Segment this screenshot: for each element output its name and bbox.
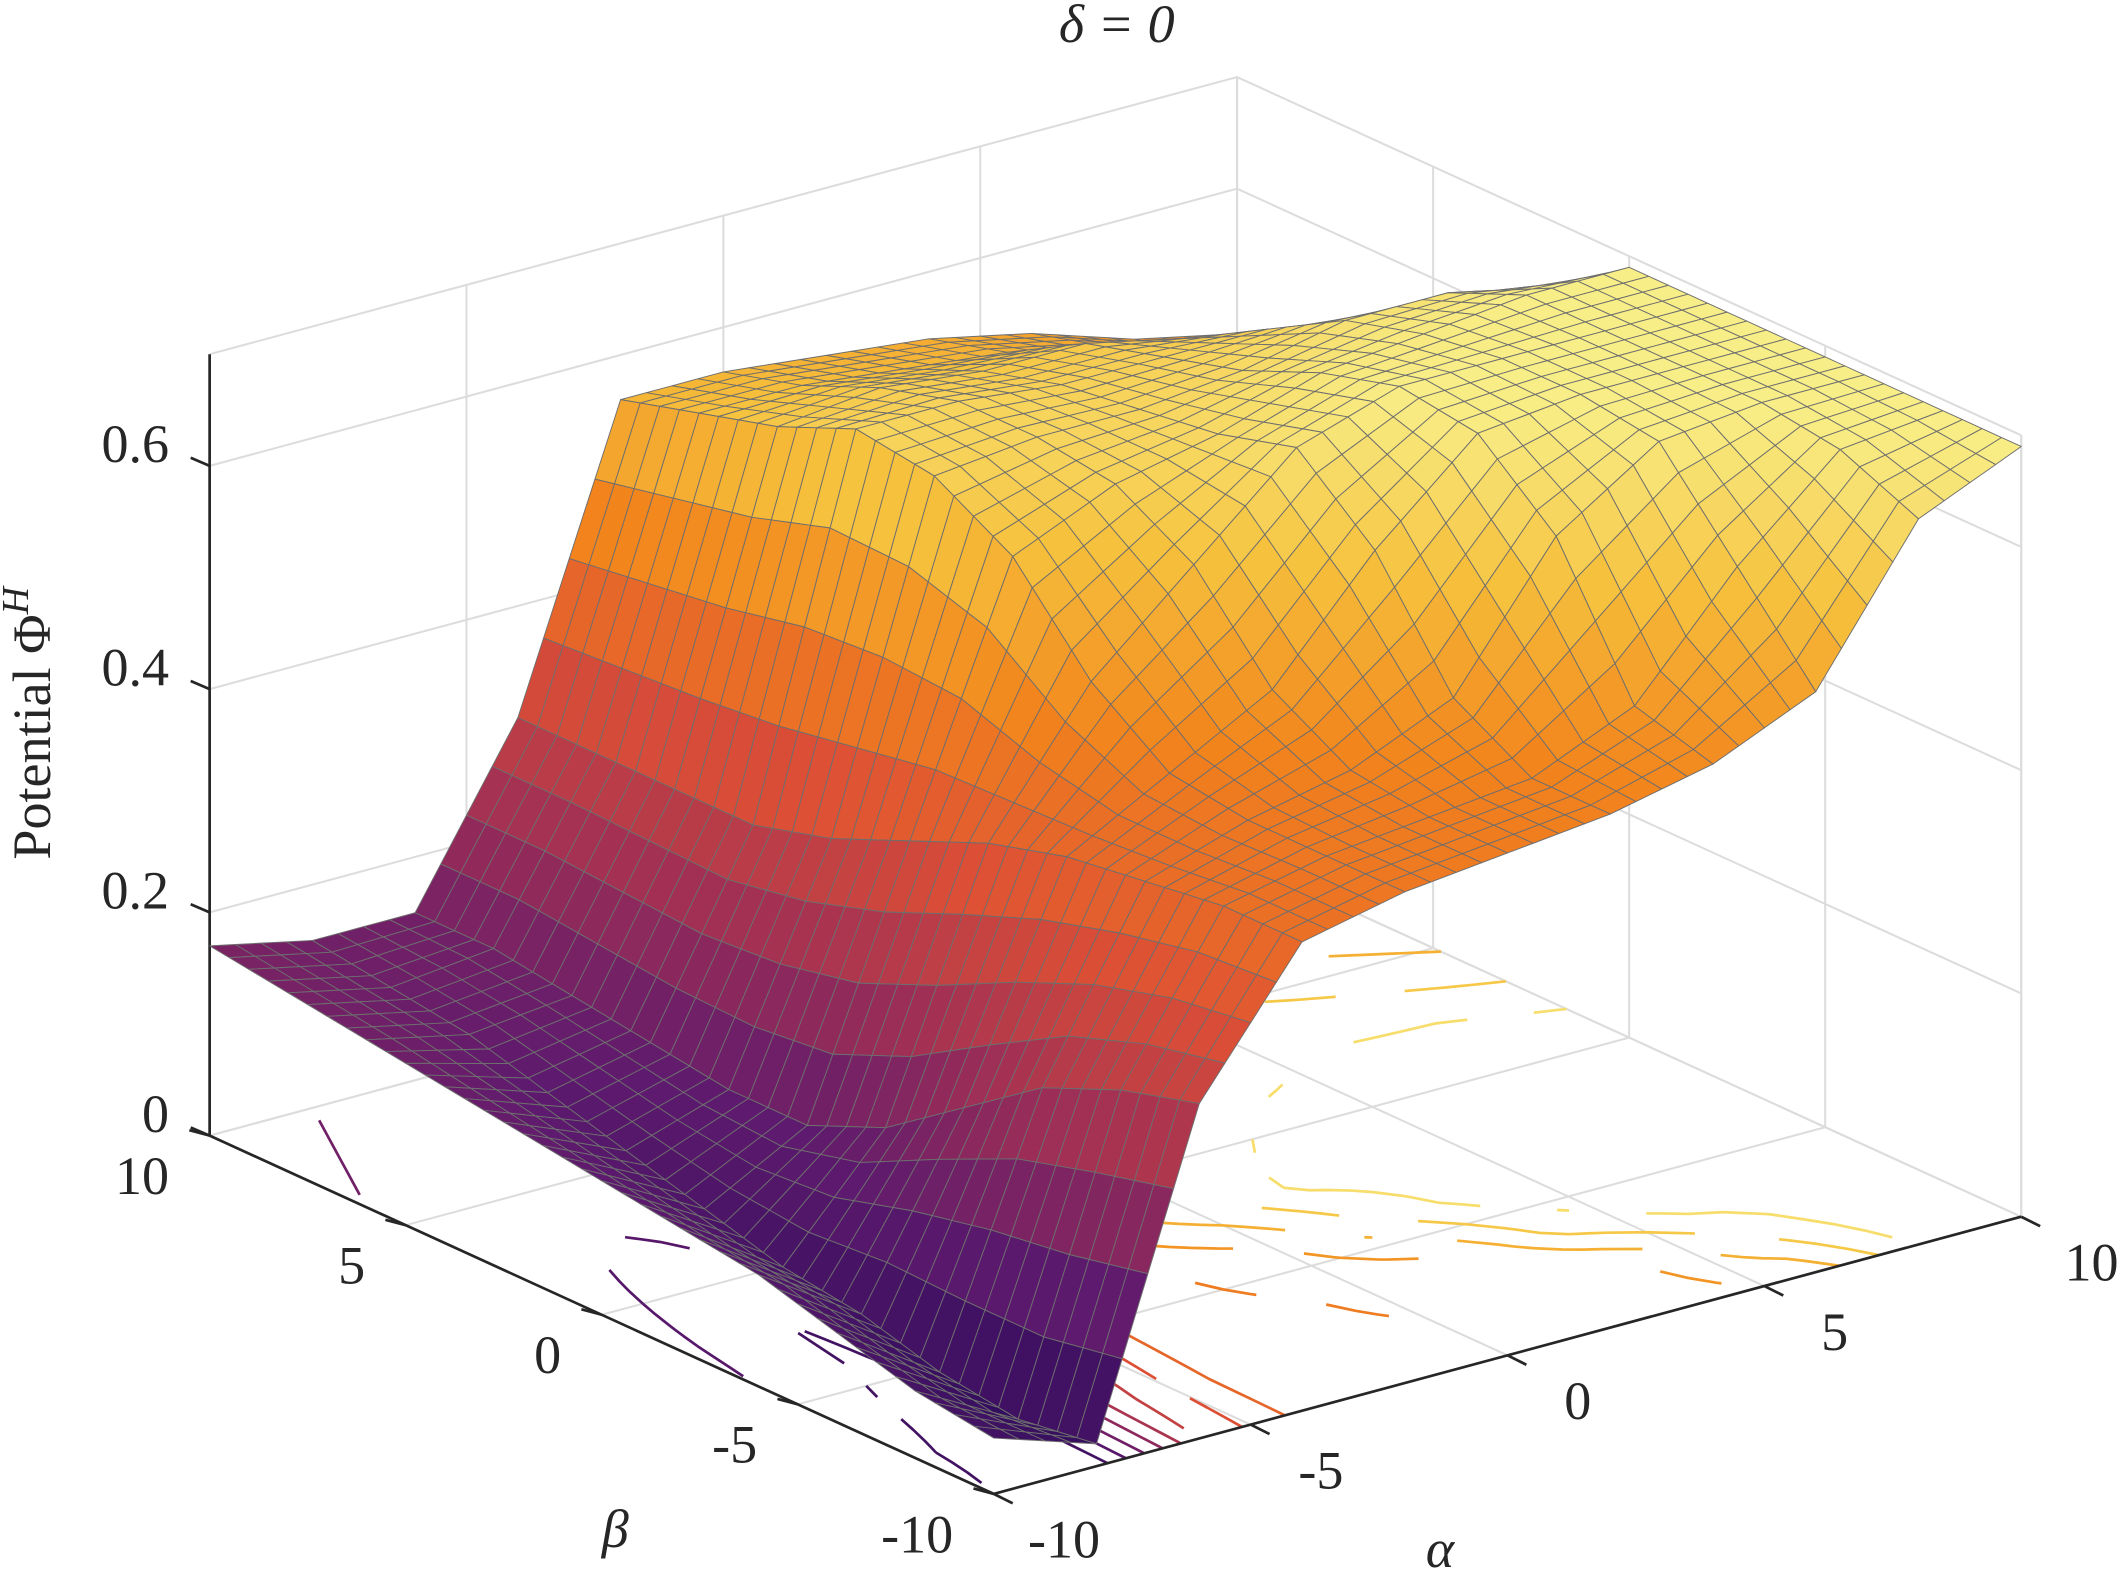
x-tick [993,1492,1014,1505]
z-tick [190,456,211,468]
z-tick [190,903,211,914]
x-tick [1506,1354,1528,1366]
z-axis-label-text: Potential Φ [2,614,62,859]
y-tick [385,1218,407,1227]
surface-layer [209,266,2022,1445]
y-axis-label: β [601,1499,629,1559]
y-tick-label: 0 [534,1325,561,1385]
surface-patch [973,1425,1020,1440]
x-tick-label: 10 [2064,1233,2118,1293]
y-tick-label: 10 [115,1146,169,1206]
axes-layer [189,354,2041,1505]
y-tick-label: -5 [712,1415,757,1475]
chart-title: δ = 0 [1059,0,1175,54]
z-tick [190,1126,211,1137]
y-tick [973,1487,995,1496]
x-tick [1763,1284,1784,1297]
x-tick-label: 0 [1564,1371,1591,1431]
z-axis-label: Potential ΦH [0,584,62,859]
box-edge [209,75,2022,437]
x-tick [2020,1215,2041,1228]
x-tick-label: 5 [1821,1302,1848,1362]
x-tick-label: -10 [1028,1510,1100,1570]
x-axis-label: α [1426,1519,1456,1575]
z-tick-label: 0.2 [101,861,169,921]
y-tick [777,1397,799,1406]
x-tick [1250,1423,1271,1436]
y-tick-label: 5 [338,1236,365,1296]
z-tick-label: 0.4 [101,637,169,697]
z-tick [190,679,211,691]
z-axis-label-superscript: H [0,584,37,615]
z-tick-label: 0.6 [101,414,169,474]
y-tick-label: -10 [881,1504,953,1564]
y-tick [581,1308,603,1317]
contour-line [1251,1007,1893,1239]
x-tick-label: -5 [1298,1440,1343,1500]
z-tick-label: 0 [142,1084,169,1144]
